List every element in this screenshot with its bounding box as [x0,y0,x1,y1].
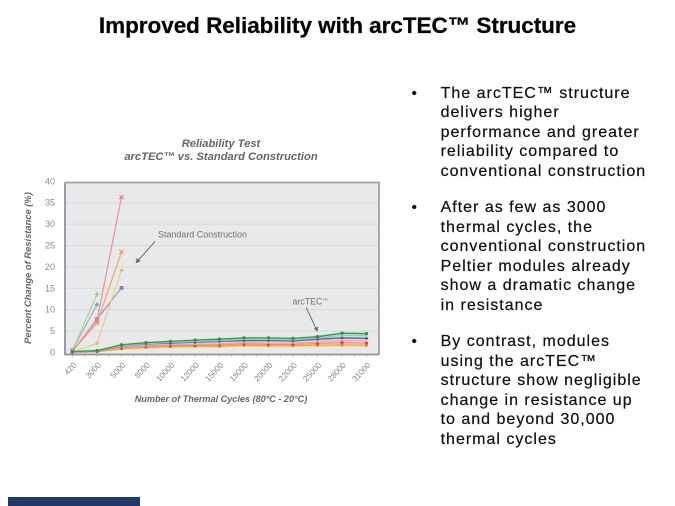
svg-text:15000: 15000 [203,360,225,383]
svg-text:arcTEC™: arcTEC™ [293,297,328,307]
svg-text:420: 420 [63,360,79,376]
svg-text:10000: 10000 [154,360,176,383]
svg-text:20: 20 [45,262,55,272]
svg-text:12000: 12000 [179,360,201,383]
svg-text:30: 30 [45,219,55,229]
svg-text:25000: 25000 [301,360,323,383]
svg-text:15: 15 [45,283,55,293]
svg-text:8000: 8000 [133,360,152,380]
svg-text:20000: 20000 [252,360,274,383]
svg-text:3000: 3000 [84,360,103,380]
svg-text:35: 35 [45,198,55,208]
svg-text:Standard Construction: Standard Construction [158,230,247,240]
svg-text:5000: 5000 [108,360,127,380]
svg-text:31000: 31000 [350,360,372,383]
svg-text:5: 5 [50,326,55,336]
svg-text:25: 25 [45,241,55,251]
svg-text:18000: 18000 [228,360,250,383]
svg-text:40: 40 [45,176,55,186]
svg-text:0: 0 [50,348,55,358]
svg-text:22000: 22000 [277,360,299,383]
svg-text:10: 10 [45,305,55,315]
svg-text:28000: 28000 [326,360,348,383]
